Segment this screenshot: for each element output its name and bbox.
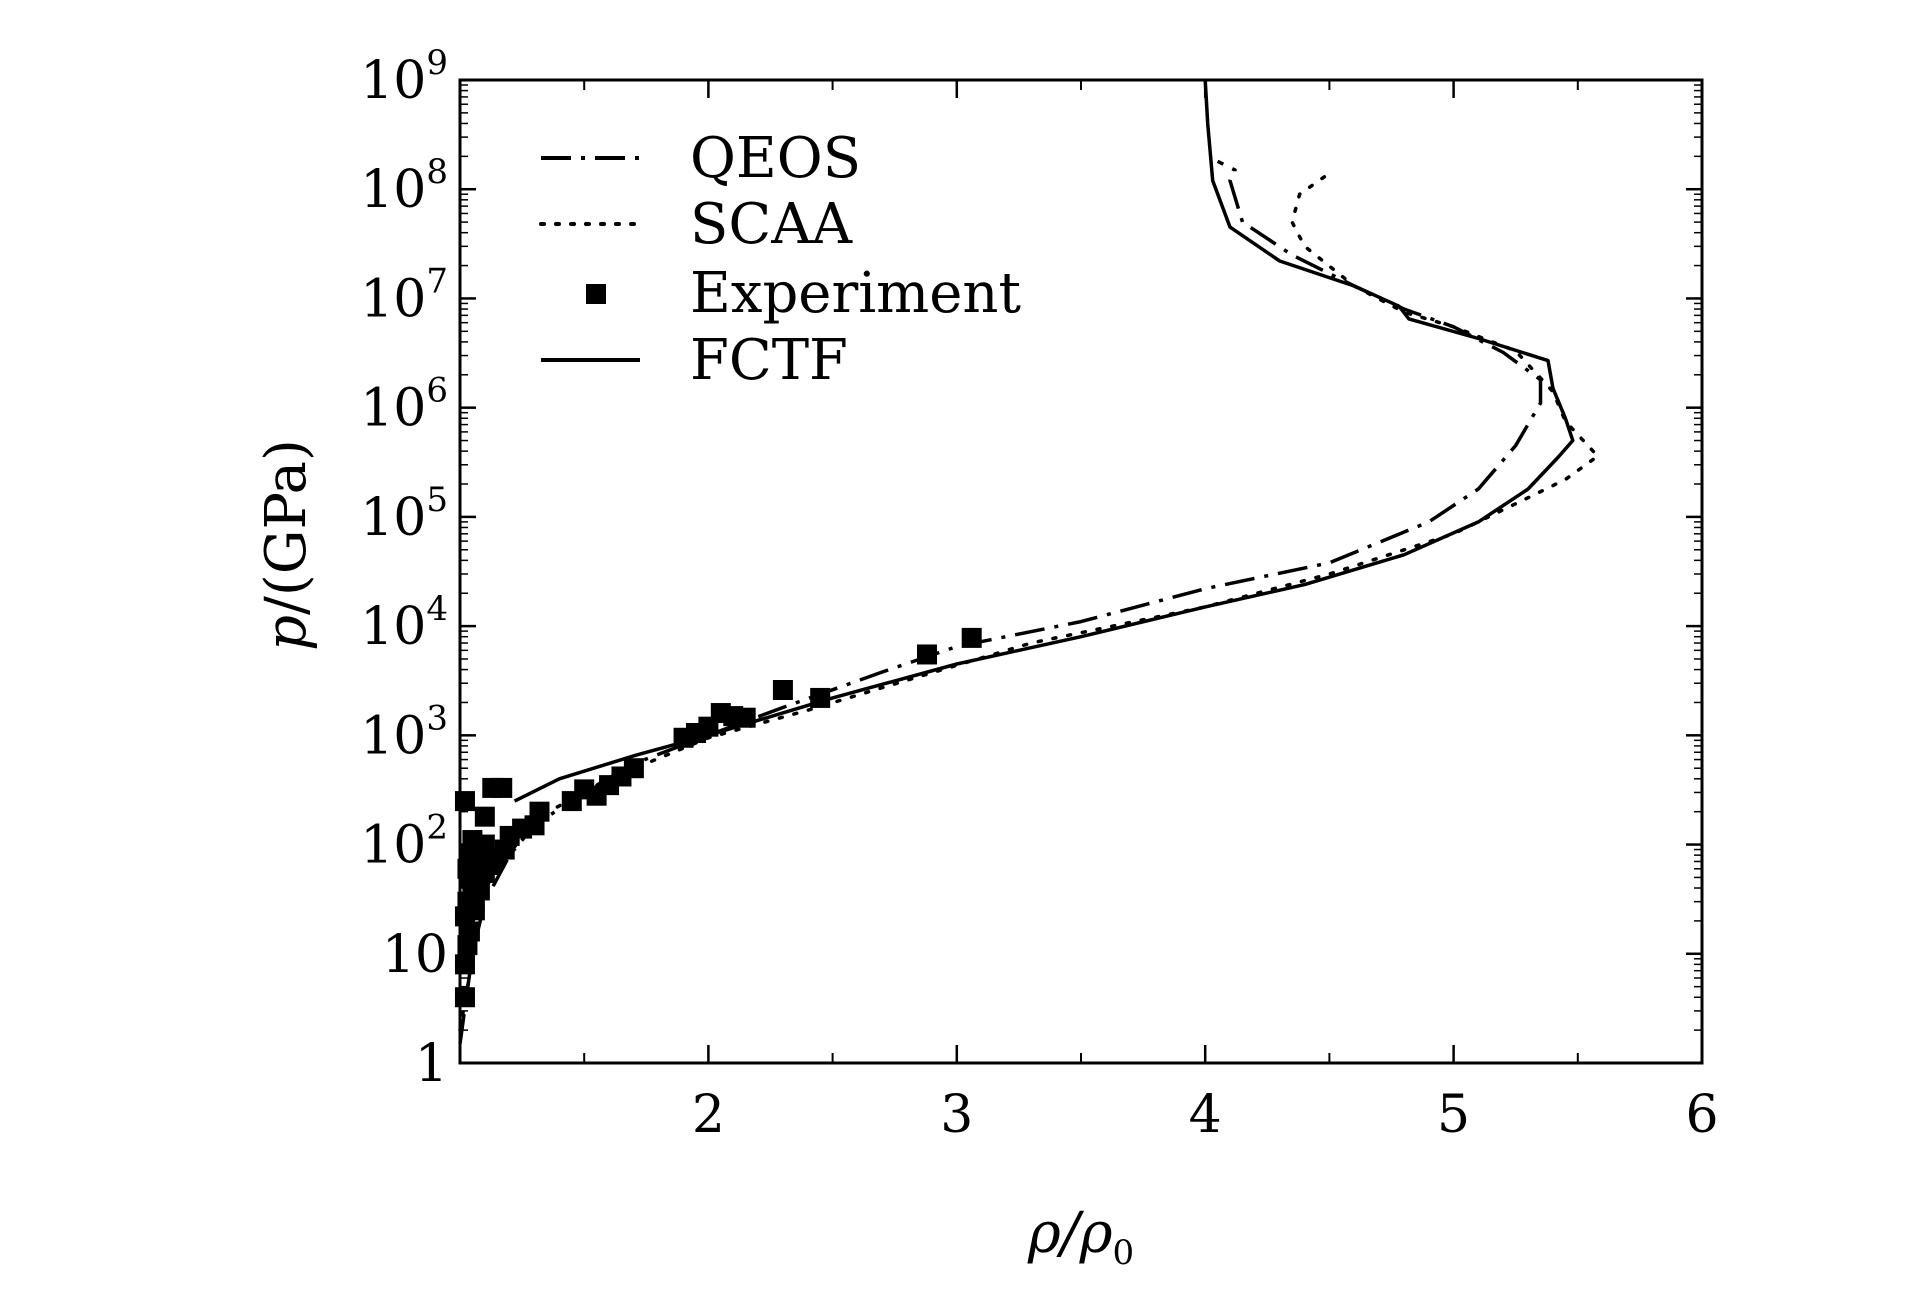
x-axis-title-subscript: 0 xyxy=(1113,1233,1135,1273)
experiment-point xyxy=(961,627,982,648)
y-tick-label: 107 xyxy=(360,261,448,329)
x-axis-ticks: 2 3 4 5 6 xyxy=(692,80,1719,1145)
y-tick-label: 1 xyxy=(415,1034,448,1094)
experiment-point xyxy=(772,680,793,701)
y-tick-label: 105 xyxy=(360,480,448,548)
x-tick-label: 3 xyxy=(940,1085,973,1145)
y-tick-label: 10 xyxy=(382,925,448,985)
experiment-markers xyxy=(454,627,982,1008)
series-line-fctf xyxy=(513,79,1575,803)
legend-label-qeos: QEOS xyxy=(690,126,861,191)
x-tick-label: 4 xyxy=(1189,1085,1222,1145)
experiment-point xyxy=(462,830,483,851)
y-tick-label: 102 xyxy=(360,808,448,876)
y-axis-title-unit: /(GPa) xyxy=(254,439,319,615)
x-tick-label: 6 xyxy=(1685,1085,1718,1145)
experiment-point xyxy=(492,777,513,798)
y-axis-ticks: 1 10 102 103 104 105 106 107 108 109 xyxy=(360,43,1702,1094)
minor-ticks xyxy=(460,80,1702,1063)
x-tick-label: 2 xyxy=(692,1085,725,1145)
legend-label-scaa: SCAA xyxy=(690,192,853,257)
experiment-point xyxy=(916,644,937,665)
experiment-point xyxy=(474,806,495,827)
y-tick-label: 106 xyxy=(360,371,448,439)
y-tick-label: 108 xyxy=(360,152,448,220)
experiment-point xyxy=(454,791,475,812)
y-tick-label: 103 xyxy=(360,698,448,766)
series-line-scaa xyxy=(458,171,1600,1032)
x-tick-label: 5 xyxy=(1437,1085,1470,1145)
experiment-point xyxy=(810,687,831,708)
y-tick-label: 109 xyxy=(360,43,448,111)
experiment-point xyxy=(459,921,480,942)
y-tick-label: 104 xyxy=(360,589,448,657)
y-axis-title-symbol: p xyxy=(254,615,319,651)
x-axis-title: ρ/ρ0 xyxy=(1027,1201,1134,1273)
legend: QEOS SCAA Experiment FCTF xyxy=(539,126,1021,393)
experiment-point xyxy=(623,758,644,779)
experiment-point xyxy=(529,801,550,822)
plot-frame xyxy=(458,78,1704,1065)
legend-label-fctf: FCTF xyxy=(690,328,848,393)
x-axis-title-main: ρ/ρ xyxy=(1027,1201,1113,1266)
legend-swatch-experiment xyxy=(586,284,606,304)
y-axis-title: p/(GPa) xyxy=(254,439,319,651)
experiment-point xyxy=(735,707,756,728)
experiment-point xyxy=(454,954,475,975)
legend-label-experiment: Experiment xyxy=(690,261,1021,326)
experiment-point xyxy=(454,987,475,1008)
